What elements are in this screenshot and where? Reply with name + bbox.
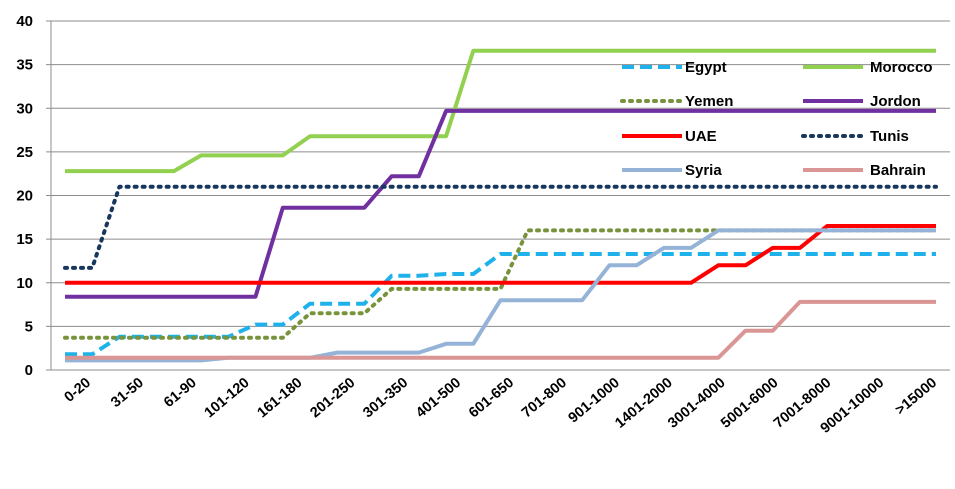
x-tick-label: 1401-2000: [612, 375, 675, 432]
x-axis-tick-labels: 0-20 31-50 61-90 101-120 161-180 201-250 301-3…: [61, 375, 940, 437]
x-tick-label: 61-90: [161, 375, 200, 411]
y-tick-label: 35: [16, 57, 33, 74]
x-tick-label: 301-350: [360, 375, 411, 421]
x-tick-label: 31-50: [108, 375, 147, 411]
x-tick-label: 101-120: [202, 375, 253, 421]
legend-label-syria: Syria: [685, 162, 722, 179]
x-tick-label: 161-180: [254, 375, 305, 421]
y-tick-label: 15: [16, 231, 33, 248]
y-tick-label: 20: [16, 188, 33, 205]
x-tick-label: 601-650: [466, 375, 517, 421]
x-tick-label: 0-20: [61, 375, 94, 406]
x-tick-label: 401-500: [413, 375, 464, 421]
x-tick-label: >15000: [892, 375, 940, 419]
y-tick-label: 0: [25, 362, 33, 379]
y-tick-label: 5: [25, 318, 33, 335]
y-tick-label: 30: [16, 100, 33, 117]
series-line-yemen: [63, 228, 938, 340]
legend: Egypt Morocco Yemen Jordon UAE Tunis Syria Bahr…: [620, 59, 933, 179]
x-tick-label: 5001-6000: [718, 375, 781, 432]
x-tick-label: 3001-4000: [665, 375, 728, 432]
series-line-tunis: [63, 184, 938, 270]
y-tick-label: 25: [16, 144, 33, 161]
series-lines: [63, 48, 938, 363]
legend-label-morocco: Morocco: [870, 59, 933, 76]
y-axis-tick-labels: 0 5 10 15 20 25 30 35 40: [16, 13, 51, 379]
y-tick-label: 40: [16, 13, 33, 30]
series-line-uae: [65, 224, 936, 285]
legend-label-egypt: Egypt: [685, 59, 727, 76]
series-line-bahrain: [65, 299, 936, 360]
legend-label-yemen: Yemen: [685, 93, 733, 110]
legend-label-tunis: Tunis: [870, 128, 909, 145]
legend-label-jordon: Jordon: [870, 93, 921, 110]
legend-label-uae: UAE: [685, 128, 717, 145]
x-tick-label: 701-800: [519, 375, 570, 421]
series-line-jordon: [65, 108, 936, 299]
series-line-morocco: [65, 48, 936, 174]
y-tick-label: 10: [16, 275, 33, 292]
legend-label-bahrain: Bahrain: [870, 162, 926, 179]
x-tick-label: 201-250: [307, 375, 358, 421]
